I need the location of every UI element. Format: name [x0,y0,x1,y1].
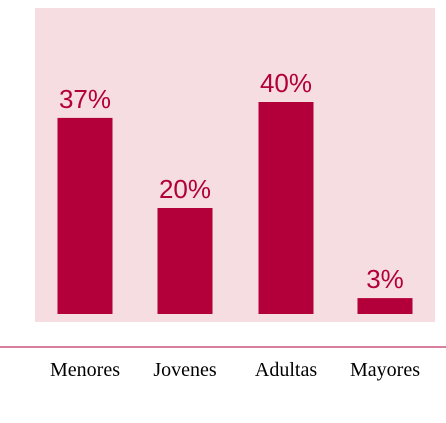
category-label-adultas: Adultas [255,359,317,381]
value-label-jovenes: 20% [159,174,211,204]
value-label-mayores: 3% [366,264,404,294]
value-label-menores: 37% [59,84,111,114]
value-label-adultas: 40% [260,68,312,98]
bar-menores [57,117,113,315]
category-label-mayores: Mayores [350,359,420,381]
bar-mayores [357,298,413,314]
bar-jovenes [157,208,213,314]
category-label-jovenes: Jovenes [153,359,217,381]
bar-adultas [258,102,314,314]
category-label-menores: Menores [50,359,120,381]
